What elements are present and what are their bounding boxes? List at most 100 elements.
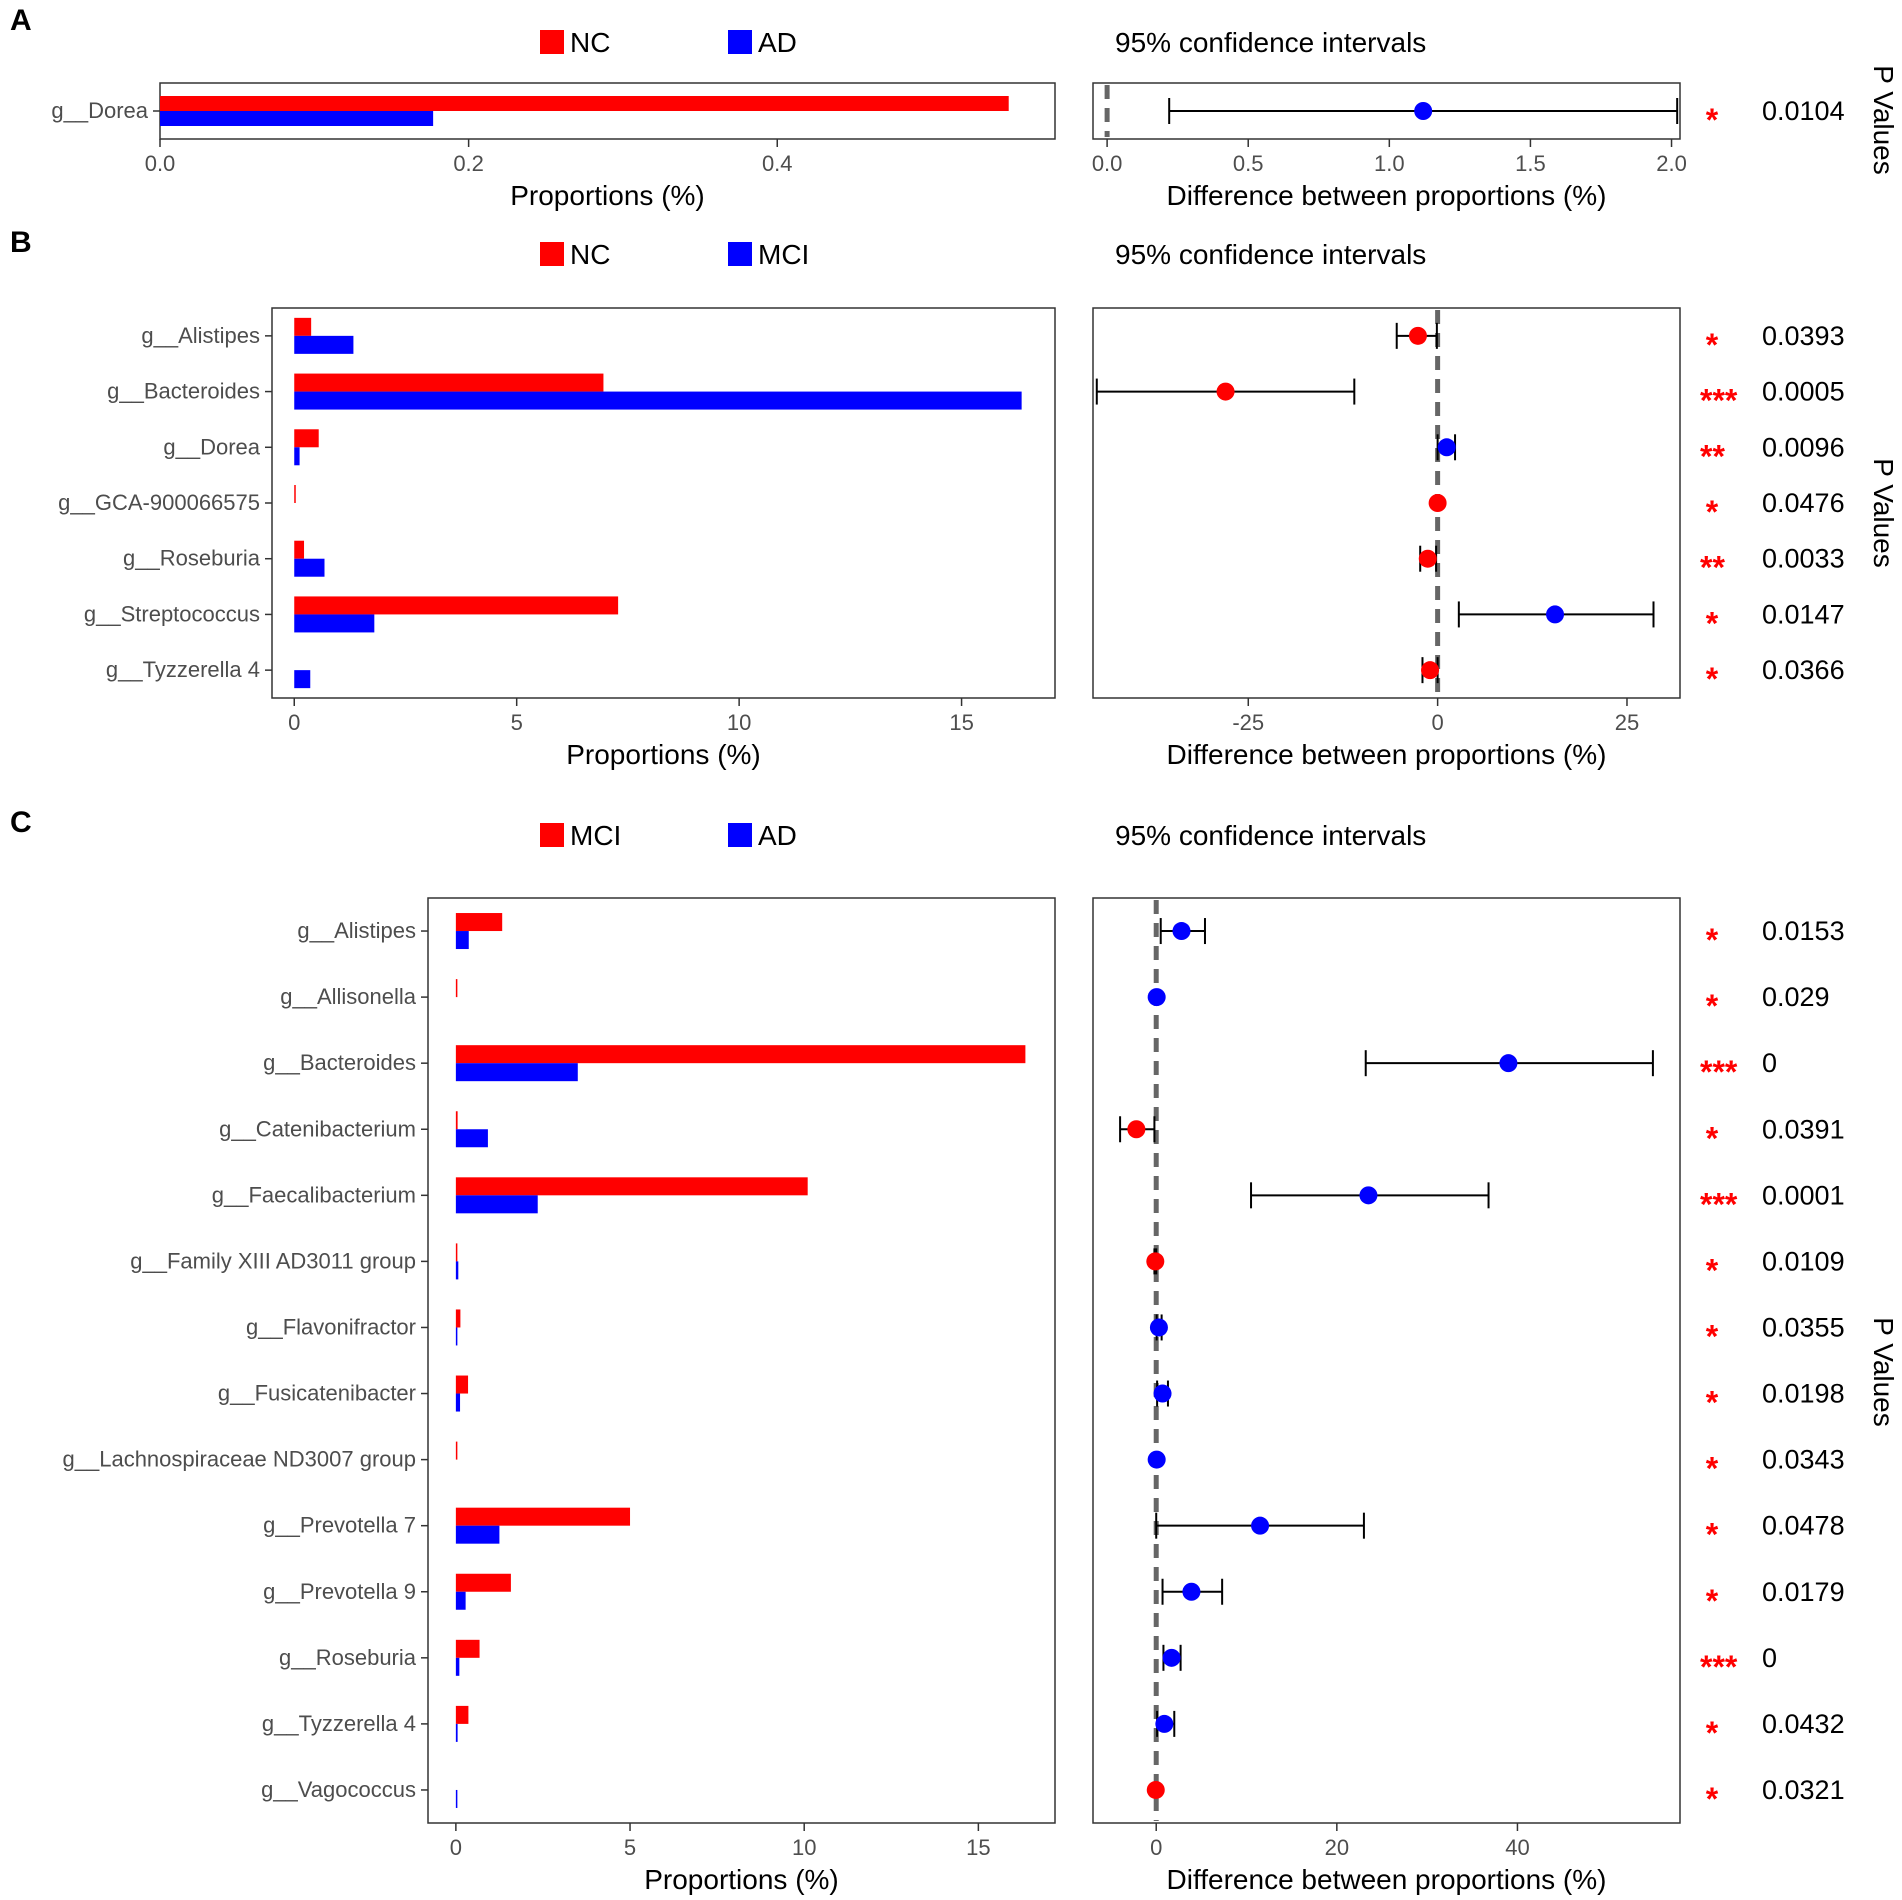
- bar-row: g__Streptococcus: [84, 596, 619, 633]
- panel-b: B NC MCI 95% confidence intervals P Values g_…: [10, 226, 1899, 770]
- bar-row: g__Roseburia: [279, 1639, 480, 1676]
- bar-group2: [455, 1525, 500, 1544]
- x-tick-label-right: 2.0: [1656, 151, 1687, 176]
- ci-point: [1182, 1582, 1201, 1601]
- bar-group1: [455, 1243, 458, 1262]
- x-tick-label-left: 5: [624, 1835, 636, 1860]
- ci-point: [1155, 1714, 1174, 1733]
- ci-point: [1172, 922, 1191, 941]
- p-value: 0.0321: [1762, 1775, 1845, 1805]
- p-value: 0.0432: [1762, 1709, 1845, 1739]
- category-label: g__Alistipes: [297, 918, 416, 943]
- bar-group2: [455, 1657, 460, 1676]
- category-label: g__Flavonifractor: [246, 1314, 416, 1339]
- ci-row: ** 0.0033: [1418, 544, 1845, 586]
- significance-stars: *: [1706, 1385, 1719, 1421]
- x-tick-label-right: 0: [1150, 1835, 1162, 1860]
- p-value: 0.0179: [1762, 1577, 1845, 1607]
- bar-group1: [455, 1177, 808, 1196]
- p-value: 0.029: [1762, 982, 1830, 1012]
- category-label: g__Tyzzerella 4: [106, 657, 260, 682]
- ci-point: [1359, 1186, 1378, 1205]
- legend-swatch-group1: [540, 823, 564, 847]
- x-tick-label-right: 0.5: [1233, 151, 1264, 176]
- bar-row: g__Tyzzerella 4: [106, 657, 311, 689]
- ci-row: * 0.0153: [1159, 916, 1845, 958]
- bar-group2: [294, 447, 300, 466]
- x-axis-title-left: Proportions (%): [566, 739, 761, 770]
- significance-stars: ***: [1700, 1649, 1738, 1685]
- p-value: 0.0033: [1762, 544, 1845, 574]
- panel-a: A NC AD 95% confidence intervals P Values g__…: [10, 4, 1899, 211]
- category-label: g__Alistipes: [141, 323, 260, 348]
- legend-swatch-group2: [728, 823, 752, 847]
- ci-row: *** 0: [1162, 1643, 1777, 1685]
- bar-row: g__Roseburia: [123, 540, 325, 577]
- x-tick-label-right: 40: [1505, 1835, 1529, 1860]
- ci-point: [1437, 438, 1456, 457]
- ci-point: [1414, 102, 1433, 120]
- ci-point: [1546, 605, 1565, 624]
- bar-group2: [160, 111, 434, 126]
- significance-stars: **: [1700, 438, 1725, 474]
- significance-stars: *: [1706, 494, 1719, 530]
- x-tick-label-right: 25: [1615, 710, 1639, 735]
- bar-panel-frame: [427, 897, 1056, 1824]
- legend-label-group2: AD: [758, 27, 797, 58]
- category-label: g__Catenibacterium: [219, 1116, 416, 1141]
- x-tick-label-left: 15: [949, 710, 973, 735]
- x-tick-label-left: 0.2: [453, 151, 484, 176]
- legend-swatch-group2: [728, 242, 752, 266]
- bar-row: g__Bacteroides: [107, 373, 1022, 410]
- x-tick-label-left: 10: [727, 710, 751, 735]
- bar-group2: [455, 1723, 458, 1742]
- category-label: g__Bacteroides: [263, 1050, 416, 1075]
- ci-row: *** 0: [1364, 1048, 1777, 1090]
- p-value: 0.0478: [1762, 1511, 1845, 1541]
- bar-group1: [294, 317, 312, 336]
- legend-swatch-group1: [540, 242, 564, 266]
- legend-swatch-group1: [540, 30, 564, 54]
- ci-row: * 0.0391: [1119, 1114, 1845, 1156]
- bar-row: g__Prevotella 7: [263, 1507, 631, 1544]
- significance-stars: **: [1700, 550, 1725, 586]
- bar-group1: [455, 913, 503, 932]
- ci-point: [1146, 1252, 1165, 1271]
- ci-point: [1147, 1450, 1166, 1469]
- ci-point: [1146, 1780, 1165, 1799]
- bar-row: g__Faecalibacterium: [212, 1177, 808, 1214]
- bar-row: g__Family XIII AD3011 group: [130, 1243, 459, 1280]
- category-label: g__Dorea: [163, 434, 260, 459]
- bar-group2: [455, 1393, 461, 1412]
- p-value: 0.0391: [1762, 1114, 1845, 1144]
- p-value: 0.0005: [1762, 377, 1845, 407]
- ci-row: * 0.0109: [1146, 1246, 1845, 1288]
- significance-stars: ***: [1700, 1186, 1738, 1222]
- x-axis-title-right: Difference between proportions (%): [1167, 1864, 1607, 1895]
- significance-stars: ***: [1700, 383, 1738, 419]
- ci-row: * 0.0343: [1147, 1445, 1845, 1487]
- x-tick-label-left: 0.0: [145, 151, 176, 176]
- bar-group1: [455, 1705, 469, 1724]
- ci-row: * 0.0355: [1149, 1312, 1845, 1354]
- bar-group1: [294, 485, 296, 503]
- category-label: g__Streptococcus: [84, 601, 260, 626]
- ci-row: * 0.0432: [1155, 1709, 1845, 1751]
- x-tick-label-left: 5: [511, 710, 523, 735]
- bar-group1: [455, 979, 458, 998]
- x-tick-label-left: 10: [792, 1835, 816, 1860]
- bar-group2: [455, 1261, 459, 1280]
- x-tick-label-right: 1.5: [1515, 151, 1546, 176]
- bar-row: g__Prevotella 9: [263, 1573, 511, 1610]
- ci-row: * 0.0179: [1161, 1577, 1845, 1619]
- p-values-axis-title: P Values: [1868, 65, 1899, 174]
- ci-row: * 0.0104: [1168, 96, 1845, 138]
- panel-letter: A: [10, 4, 32, 37]
- bar-group2: [294, 391, 1022, 410]
- panel-letter: C: [10, 806, 32, 839]
- bar-group1: [294, 373, 604, 392]
- p-value: 0.0355: [1762, 1312, 1845, 1342]
- panel-letter: B: [10, 226, 32, 259]
- ci-row: * 0.0198: [1153, 1379, 1845, 1421]
- bar-group2: [455, 1129, 488, 1148]
